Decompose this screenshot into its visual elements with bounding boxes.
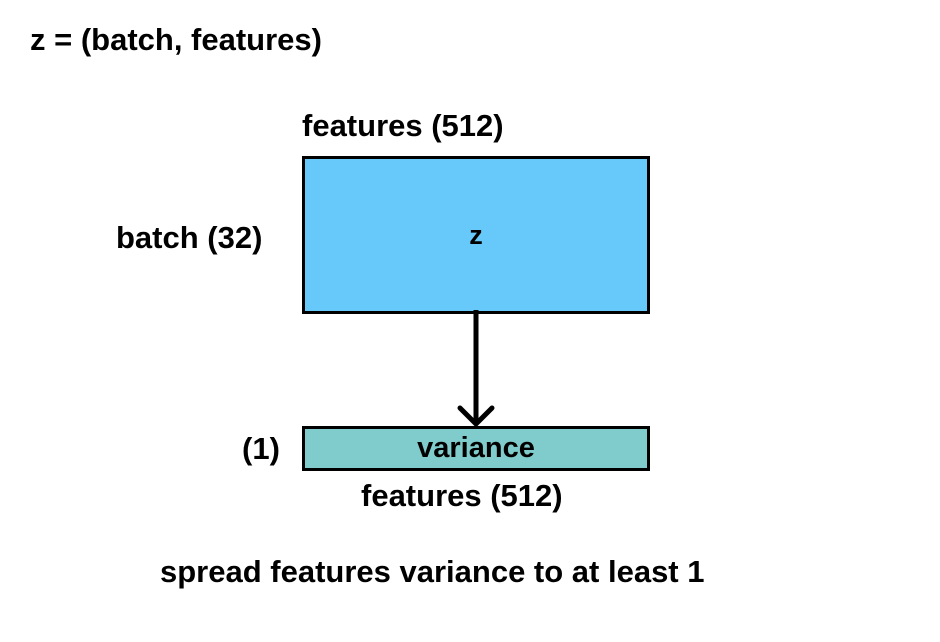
variance-block-label: variance	[417, 432, 535, 464]
diagram-title: z = (batch, features)	[30, 22, 322, 57]
diagram-caption: spread features variance to at least 1	[160, 554, 705, 589]
variance-features-dimension-label: features (512)	[361, 478, 563, 513]
variance-side-dimension-label: (1)	[242, 431, 280, 466]
z-block-label: z	[469, 219, 483, 250]
z-features-dimension-label: features (512)	[302, 108, 504, 143]
variance-tensor-block: variance	[302, 426, 650, 471]
z-tensor-block: z	[302, 156, 650, 314]
z-batch-dimension-label: batch (32)	[116, 220, 263, 255]
